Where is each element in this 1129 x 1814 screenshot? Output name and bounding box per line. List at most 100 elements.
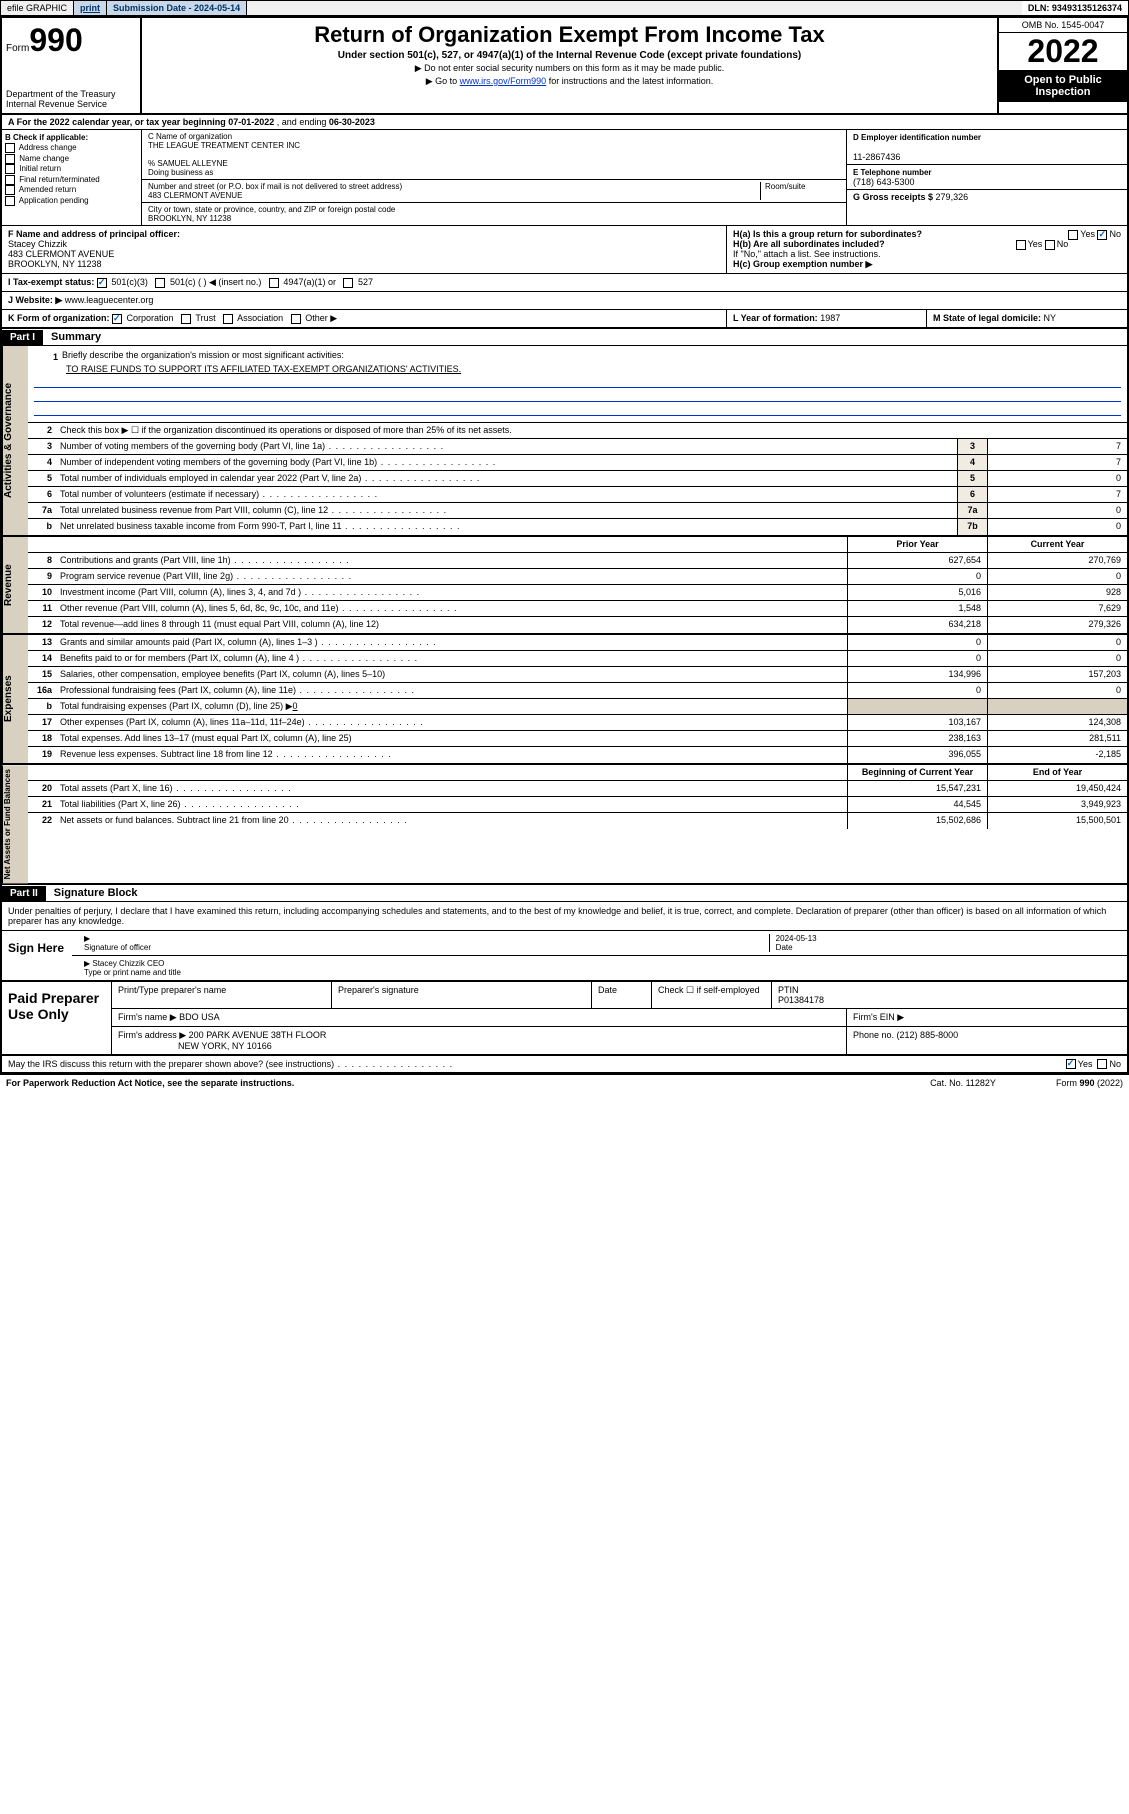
checkbox-527[interactable]	[343, 278, 353, 288]
form-of-org: K Form of organization: Corporation Trus…	[2, 310, 727, 327]
line7b-value: 0	[987, 519, 1127, 535]
checkbox-501c[interactable]	[155, 278, 165, 288]
gross-receipts-label: G Gross receipts $	[853, 192, 936, 202]
website-value: www.leaguecenter.org	[65, 295, 154, 306]
line17: Other expenses (Part IX, column (A), lin…	[56, 715, 847, 730]
signature-intro: Under penalties of perjury, I declare th…	[2, 902, 1127, 931]
checkbox-corp[interactable]	[112, 314, 122, 324]
checkbox-final-return[interactable]	[5, 175, 15, 185]
line4: Number of independent voting members of …	[56, 455, 957, 470]
checkbox-hb-yes[interactable]	[1016, 240, 1026, 250]
firm-addr2: NEW YORK, NY 10166	[178, 1041, 272, 1051]
line1-label: Briefly describe the organization's miss…	[62, 350, 344, 364]
checkbox-discuss-no[interactable]	[1097, 1059, 1107, 1069]
state-domicile: M State of legal domicile: NY	[927, 310, 1127, 327]
group-return: H(a) Is this a group return for subordin…	[727, 226, 1127, 273]
hb-note: If "No," attach a list. See instructions…	[733, 249, 1121, 259]
col-b-checkboxes: B Check if applicable: Address change Na…	[2, 130, 142, 225]
section-net-assets: Net Assets or Fund Balances Beginning of…	[2, 765, 1127, 885]
line3-value: 7	[987, 439, 1127, 454]
phone-label: E Telephone number	[853, 168, 932, 177]
line12: Total revenue—add lines 8 through 11 (mu…	[56, 617, 847, 633]
row-klm: K Form of organization: Corporation Trus…	[2, 310, 1127, 329]
ein-label: D Employer identification number	[853, 133, 981, 142]
line21: Total liabilities (Part X, line 26)	[56, 797, 847, 812]
checkbox-amended[interactable]	[5, 185, 15, 195]
preparer-date-label: Date	[592, 982, 652, 1008]
line13: Grants and similar amounts paid (Part IX…	[56, 635, 847, 650]
line10: Investment income (Part VIII, column (A)…	[56, 585, 847, 600]
mission-block: 1Briefly describe the organization's mis…	[28, 346, 1127, 423]
checkbox-assoc[interactable]	[223, 314, 233, 324]
form-container: Form990 Department of the Treasury Inter…	[0, 16, 1129, 1074]
subtitle-2: ▶ Do not enter social security numbers o…	[146, 63, 993, 74]
mission-text: TO RAISE FUNDS TO SUPPORT ITS AFFILIATED…	[34, 364, 1121, 374]
col-current-year: Current Year	[987, 537, 1127, 552]
sig-date: 2024-05-13	[776, 934, 817, 943]
row-j-website: J Website: ▶ www.leaguecenter.org	[2, 292, 1127, 310]
checkbox-ha-yes[interactable]	[1068, 230, 1078, 240]
open-public-inspection: Open to Public Inspection	[999, 70, 1127, 102]
org-name: THE LEAGUE TREATMENT CENTER INC	[148, 141, 300, 150]
firm-phone: (212) 885-8000	[897, 1030, 959, 1040]
ptin-label: PTIN	[778, 985, 799, 995]
part2-title: Signature Block	[46, 885, 1127, 901]
ptin-value: P01384178	[778, 995, 824, 1005]
firm-addr1: 200 PARK AVENUE 38TH FLOOR	[189, 1030, 327, 1040]
line4-value: 7	[987, 455, 1127, 470]
section-revenue: Revenue Prior YearCurrent Year 8Contribu…	[2, 537, 1127, 635]
row-i-tax-status: I Tax-exempt status: 501(c)(3) 501(c) ( …	[2, 274, 1127, 292]
submission-date: Submission Date - 2024-05-14	[107, 1, 247, 15]
line14: Benefits paid to or for members (Part IX…	[56, 651, 847, 666]
checkbox-discuss-yes[interactable]	[1066, 1059, 1076, 1069]
line7a: Total unrelated business revenue from Pa…	[56, 503, 957, 518]
paid-preparer-label: Paid Preparer Use Only	[2, 982, 112, 1054]
checkbox-name-change[interactable]	[5, 154, 15, 164]
hc-label: H(c) Group exemption number ▶	[733, 259, 872, 269]
checkbox-trust[interactable]	[181, 314, 191, 324]
col-b-header: B Check if applicable:	[5, 133, 88, 142]
checkbox-4947[interactable]	[269, 278, 279, 288]
checkbox-hb-no[interactable]	[1045, 240, 1055, 250]
ein-value: 11-2867436	[853, 152, 900, 162]
cat-no: Cat. No. 11282Y	[930, 1078, 996, 1088]
room-suite-label: Room/suite	[760, 182, 840, 200]
dept-label: Department of the Treasury Internal Reve…	[6, 89, 136, 109]
vtab-revenue: Revenue	[2, 537, 28, 633]
phone-value: (718) 643-5300	[853, 177, 915, 187]
org-name-label: C Name of organization	[148, 132, 232, 141]
checkbox-initial-return[interactable]	[5, 164, 15, 174]
print-button[interactable]: print	[74, 1, 107, 15]
form-footer: Form 990 (2022)	[1056, 1078, 1123, 1088]
self-employed-check: Check ☐ if self-employed	[652, 982, 772, 1008]
checkbox-501c3[interactable]	[97, 278, 107, 288]
line20: Total assets (Part X, line 16)	[56, 781, 847, 796]
checkbox-other[interactable]	[291, 314, 301, 324]
part1-label: Part I	[2, 330, 43, 345]
firm-phone-label: Phone no.	[853, 1030, 897, 1040]
subtitle-1: Under section 501(c), 527, or 4947(a)(1)…	[146, 50, 993, 61]
care-of: % SAMUEL ALLEYNE	[148, 159, 228, 168]
checkbox-ha-no[interactable]	[1097, 230, 1107, 240]
row-fh: F Name and address of principal officer:…	[2, 226, 1127, 274]
addr-label: Number and street (or P.O. box if mail i…	[148, 182, 402, 191]
col-eoy: End of Year	[987, 765, 1127, 780]
top-toolbar: efile GRAPHIC print Submission Date - 20…	[0, 0, 1129, 16]
line5-value: 0	[987, 471, 1127, 486]
line9: Program service revenue (Part VIII, line…	[56, 569, 847, 584]
part1-title: Summary	[43, 329, 1127, 345]
line16b: Total fundraising expenses (Part IX, col…	[56, 699, 847, 714]
checkbox-app-pending[interactable]	[5, 196, 15, 206]
col-c-org-info: C Name of organization THE LEAGUE TREATM…	[142, 130, 847, 225]
line19: Revenue less expenses. Subtract line 18 …	[56, 747, 847, 763]
firm-name: BDO USA	[179, 1012, 220, 1022]
col-boy: Beginning of Current Year	[847, 765, 987, 780]
city-state-zip: BROOKLYN, NY 11238	[148, 214, 231, 223]
line3: Number of voting members of the governin…	[56, 439, 957, 454]
col-prior-year: Prior Year	[847, 537, 987, 552]
irs-link[interactable]: www.irs.gov/Form990	[460, 76, 547, 86]
signature-block: Sign Here ▶Signature of officer 2024-05-…	[2, 931, 1127, 982]
part1-header: Part I Summary	[2, 329, 1127, 346]
officer-name: Stacey Chizzik CEO	[92, 959, 164, 968]
checkbox-address-change[interactable]	[5, 143, 15, 153]
